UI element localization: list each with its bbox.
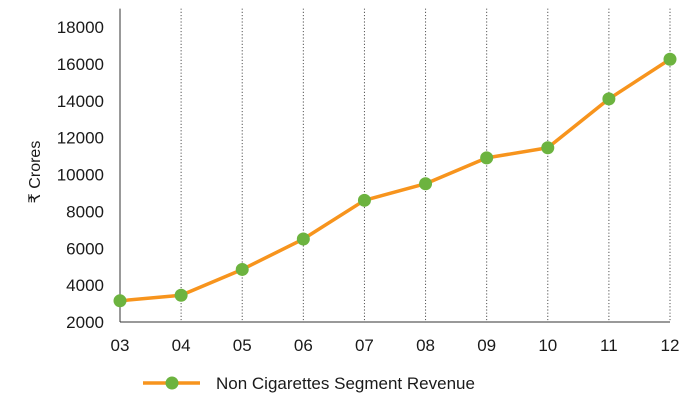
series bbox=[113, 52, 677, 308]
x-tick-label-10: 10 bbox=[538, 336, 557, 355]
y-tick-label-2000: 2000 bbox=[66, 313, 104, 332]
x-tick-label-11: 11 bbox=[600, 336, 618, 355]
data-point-09 bbox=[480, 151, 494, 165]
data-point-03 bbox=[113, 294, 127, 308]
x-tick-label-08: 08 bbox=[416, 336, 435, 355]
x-tick-label-06: 06 bbox=[294, 336, 313, 355]
x-tick-label-03: 03 bbox=[111, 336, 130, 355]
y-tick-labels: 2000 4000 6000 8000 10000 12000 14000 16000 1800… bbox=[57, 18, 104, 332]
x-tick-label-12: 12 bbox=[661, 336, 680, 355]
y-tick-label-16000: 16000 bbox=[57, 55, 104, 74]
axes bbox=[119, 8, 670, 323]
y-tick-label-12000: 12000 bbox=[57, 129, 104, 148]
data-point-07 bbox=[357, 193, 371, 207]
x-tick-label-05: 05 bbox=[233, 336, 252, 355]
data-point-06 bbox=[296, 232, 310, 246]
data-point-08 bbox=[419, 177, 433, 191]
grid-lines bbox=[180, 8, 671, 322]
data-point-04 bbox=[174, 288, 188, 302]
x-tick-label-07: 07 bbox=[355, 336, 374, 355]
data-point-05 bbox=[235, 262, 249, 276]
series-line-0 bbox=[118, 57, 672, 303]
legend: Non Cigarettes Segment Revenue bbox=[143, 374, 475, 393]
x-tick-label-09: 09 bbox=[477, 336, 496, 355]
y-tick-label-10000: 10000 bbox=[57, 166, 104, 185]
y-axis-title: ₹ Crores bbox=[27, 141, 44, 204]
y-tick-label-8000: 8000 bbox=[66, 202, 104, 221]
y-tick-label-14000: 14000 bbox=[57, 92, 104, 111]
x-tick-label-04: 04 bbox=[172, 336, 191, 355]
data-point-11 bbox=[602, 92, 616, 106]
legend-label: Non Cigarettes Segment Revenue bbox=[216, 374, 475, 393]
x-tick-labels: 03 04 05 06 07 08 09 10 11 12 bbox=[111, 336, 680, 355]
y-tick-label-18000: 18000 bbox=[57, 18, 104, 37]
data-point-12 bbox=[663, 52, 677, 66]
y-tick-label-6000: 6000 bbox=[66, 239, 104, 258]
legend-marker-swatch bbox=[165, 376, 179, 390]
data-point-10 bbox=[541, 141, 555, 155]
y-tick-label-4000: 4000 bbox=[66, 276, 104, 295]
